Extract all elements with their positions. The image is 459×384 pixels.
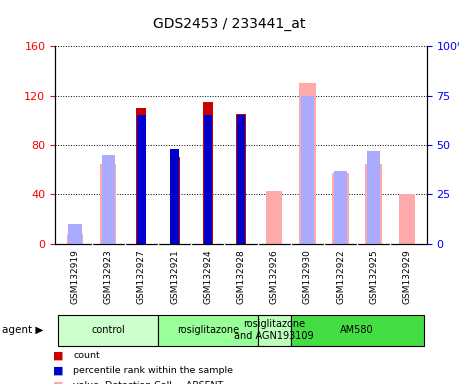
Bar [301,96,314,244]
Text: AM580: AM580 [340,325,374,335]
Text: rosiglitazone
and AGN193109: rosiglitazone and AGN193109 [235,319,314,341]
Bar [58,315,158,346]
Bar [299,83,316,244]
Bar [266,191,282,244]
Text: GSM132929: GSM132929 [403,249,411,304]
Bar [367,151,381,244]
Bar [100,164,117,244]
Text: GSM132928: GSM132928 [236,249,246,304]
Text: GSM132927: GSM132927 [137,249,146,304]
Bar [158,315,257,346]
Bar [237,115,245,244]
Bar [101,155,115,244]
Bar [257,315,291,346]
Bar [170,157,179,244]
Text: percentile rank within the sample: percentile rank within the sample [73,366,234,375]
Text: control: control [91,325,125,335]
Text: count: count [73,351,100,360]
Text: GSM132919: GSM132919 [71,249,79,304]
Text: value, Detection Call = ABSENT: value, Detection Call = ABSENT [73,381,224,384]
Text: agent ▶: agent ▶ [2,325,44,335]
Bar [399,194,415,244]
Text: GSM132921: GSM132921 [170,249,179,304]
Bar [136,108,146,244]
Text: GSM132922: GSM132922 [336,249,345,304]
Text: rosiglitazone: rosiglitazone [177,325,239,335]
Text: GSM132923: GSM132923 [104,249,113,304]
Text: ■: ■ [53,350,63,360]
Bar [203,102,213,244]
Text: GSM132930: GSM132930 [303,249,312,304]
Bar [68,224,82,244]
Text: GSM132924: GSM132924 [203,249,212,304]
Text: GSM132926: GSM132926 [270,249,279,304]
Bar [137,115,146,244]
Text: ■: ■ [53,366,63,376]
Text: GSM132925: GSM132925 [369,249,378,304]
Bar [291,315,424,346]
Bar [332,174,349,244]
Text: ■: ■ [53,381,63,384]
Bar [236,114,246,244]
Bar [365,164,382,244]
Bar [204,115,212,244]
Bar [67,234,83,244]
Bar [170,149,179,244]
Bar [334,170,347,244]
Text: GDS2453 / 233441_at: GDS2453 / 233441_at [153,17,306,31]
